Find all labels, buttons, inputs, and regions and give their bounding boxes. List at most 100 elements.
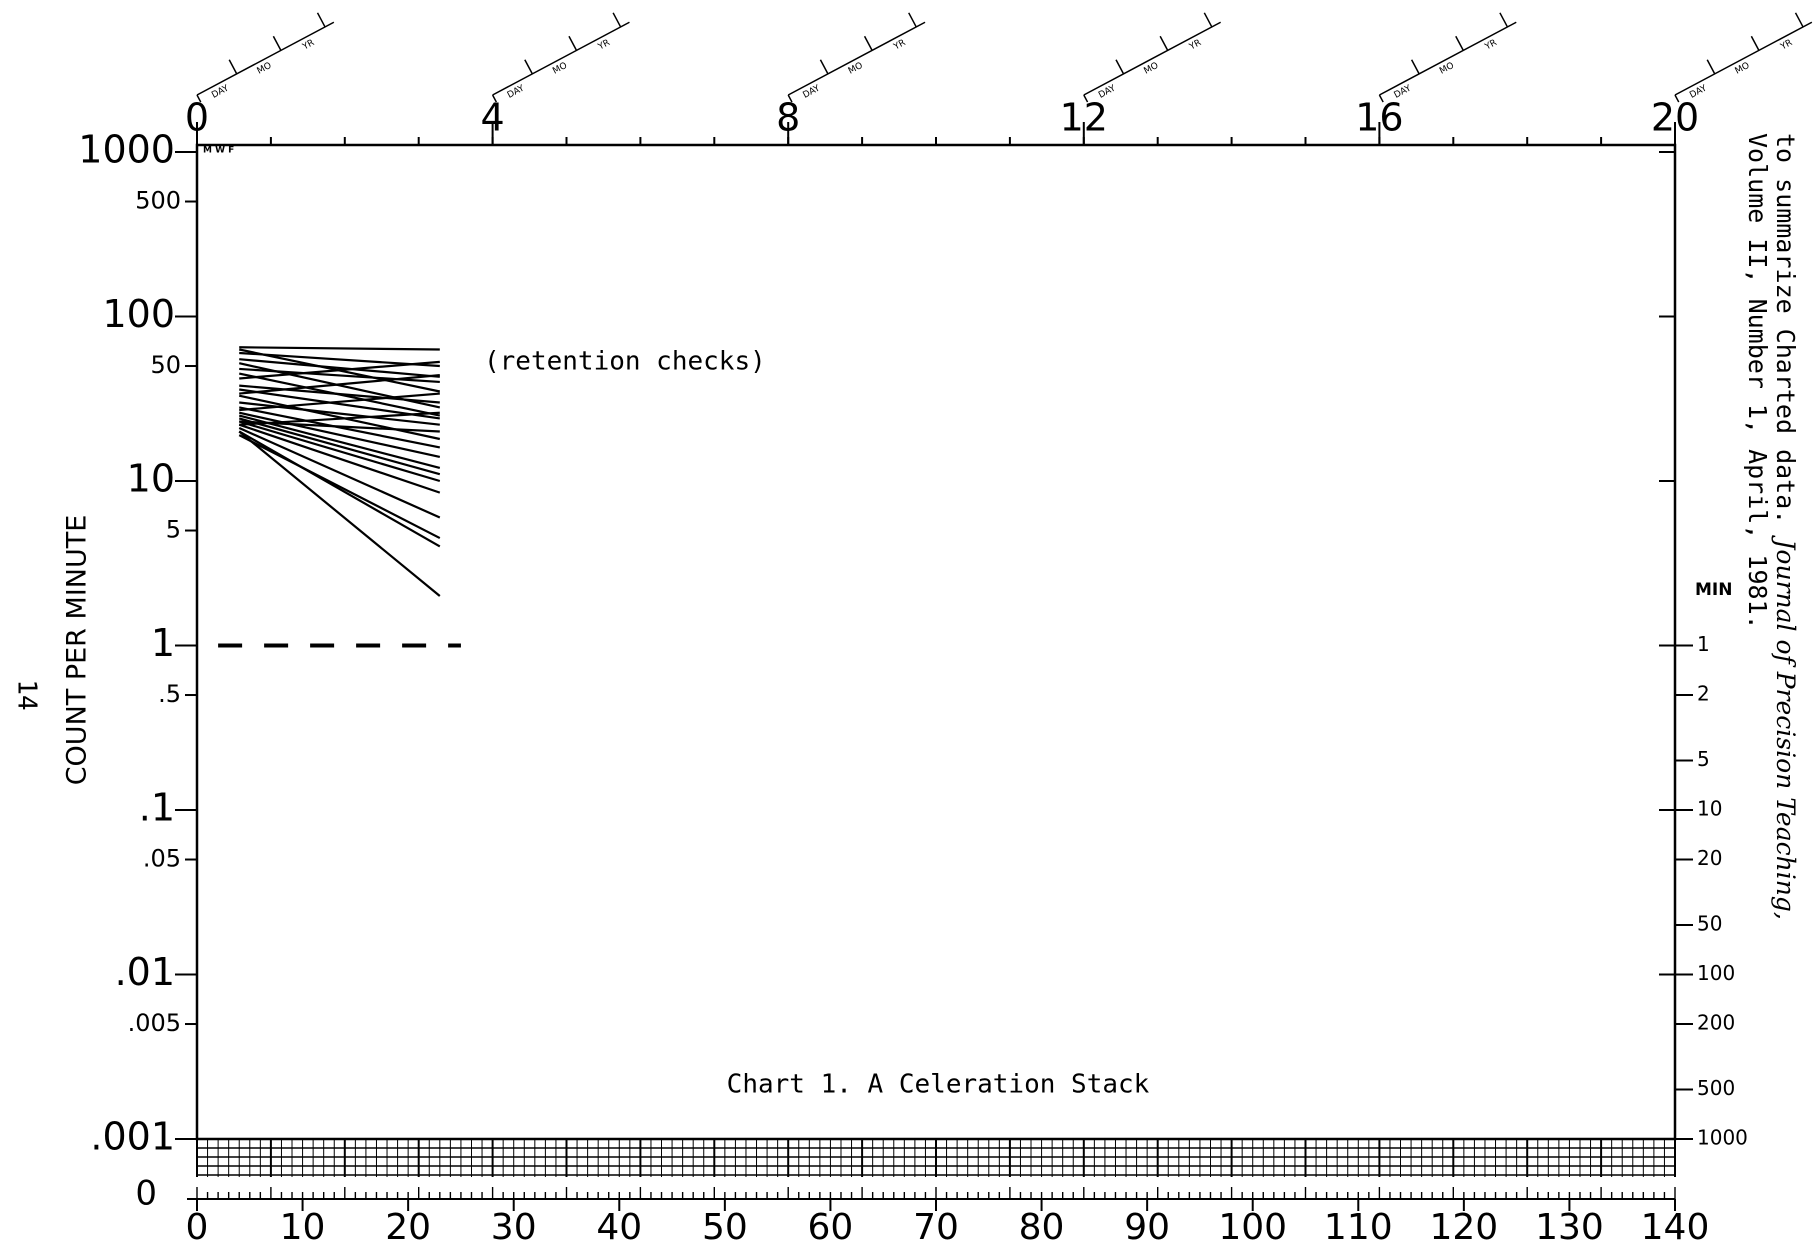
celeration-line: [239, 346, 440, 351]
y-tick-label: .005: [128, 1009, 181, 1037]
y-axis-label: COUNT PER MINUTE: [62, 515, 93, 786]
celeration-line: [238, 430, 441, 548]
celeration-line: [238, 434, 441, 540]
y-tick-label: .5: [158, 680, 181, 708]
citation-text: to summarize Charted data.: [1771, 133, 1800, 539]
x-tick-label: 110: [1324, 1207, 1393, 1248]
celeration-line: [239, 367, 440, 384]
page-number: 14: [12, 679, 42, 710]
y-tick-label: .001: [90, 1115, 175, 1159]
date-line: [272, 35, 282, 51]
y2-tick-label: 5: [1697, 747, 1710, 771]
date-line: [492, 21, 630, 96]
x-tick-label: 30: [491, 1207, 537, 1248]
date-line: [908, 12, 917, 28]
y2-tick-label: 1000: [1697, 1126, 1748, 1150]
date-line: [1159, 35, 1169, 51]
celeration-line: [239, 360, 440, 380]
x2-tick-label: 20: [1651, 96, 1699, 140]
celeration-line: [238, 417, 441, 476]
y-tick-label: 5: [166, 516, 181, 544]
annotation: (retention checks): [484, 347, 766, 377]
celeration-line: [238, 414, 441, 470]
y2-tick-label: 100: [1697, 961, 1735, 985]
x-tick-label: 80: [1019, 1207, 1065, 1248]
y-tick-label: 1000: [78, 128, 175, 172]
x-tick-label: 0: [186, 1207, 209, 1248]
date-line: [524, 59, 533, 75]
x-tick-label: 90: [1124, 1207, 1170, 1248]
y2-tick-label: 1: [1697, 632, 1710, 656]
date-line: [612, 12, 622, 28]
date-line: [819, 59, 829, 75]
x-tick-label: 40: [596, 1207, 642, 1248]
x-tick-label: 50: [702, 1207, 748, 1248]
y-tick-label: 10: [127, 457, 175, 501]
x2-tick-label: 4: [481, 96, 505, 140]
y-tick-label: 1: [151, 621, 175, 665]
x2-tick-label: 8: [776, 96, 800, 140]
date-line: [1083, 94, 1089, 103]
x2-tick-label: 16: [1355, 96, 1403, 140]
celeration-line: [238, 430, 441, 597]
date-line: [228, 59, 238, 75]
celeration-line: [239, 392, 440, 412]
celeration-line: [238, 394, 441, 441]
citation-line: Volume II, Number 1, April, 1981.: [1743, 133, 1772, 630]
zero-label: 0: [135, 1174, 157, 1214]
date-line: [787, 94, 793, 103]
date-line: [196, 94, 202, 103]
y2-tick-label: 50: [1697, 911, 1722, 935]
y2-tick-label: 200: [1697, 1011, 1735, 1035]
date-line: [1203, 12, 1213, 28]
y-tick-label: 500: [135, 187, 181, 215]
y2-tick-label: 10: [1697, 797, 1722, 821]
date-line: [1794, 12, 1804, 28]
y-tick-label: 100: [102, 292, 175, 336]
x-tick-label: 70: [913, 1207, 959, 1248]
date-line: [1410, 59, 1420, 75]
date-line: [1115, 59, 1125, 75]
chart-title: Chart 1. A Celeration Stack: [727, 1070, 1150, 1100]
date-line: [1379, 21, 1517, 96]
y2-tick-label: 500: [1697, 1076, 1735, 1100]
date-line: [1674, 94, 1680, 103]
x-tick-label: 60: [808, 1207, 854, 1248]
x-tick-label: 140: [1641, 1207, 1710, 1248]
celeration-line: [239, 374, 440, 395]
citation-line: to summarize Charted data. Journal of Pr…: [1771, 133, 1801, 920]
celeration-line: [238, 411, 441, 459]
date-line: [1378, 94, 1384, 103]
date-line: [1499, 12, 1509, 28]
x-tick-label: 130: [1535, 1207, 1604, 1248]
y2-tick-label: 20: [1697, 846, 1722, 870]
celeration-line: [239, 384, 440, 404]
date-line: [1674, 21, 1813, 96]
date-line: [1083, 21, 1222, 96]
day-labels: M W F: [203, 146, 234, 156]
x-tick-label: 120: [1429, 1207, 1498, 1248]
y-tick-label: .1: [139, 786, 175, 830]
x-tick-label: 10: [280, 1207, 326, 1248]
celeration-line: [238, 426, 441, 519]
x2-tick-label: 0: [185, 96, 209, 140]
date-line: [1455, 35, 1464, 51]
citation-journal: Journal of Precision Teaching,: [1772, 534, 1801, 919]
date-line: [863, 35, 873, 51]
y-tick-label: 50: [150, 351, 181, 379]
y2-tick-label: 2: [1697, 682, 1710, 706]
celeration-line: [238, 420, 441, 483]
celeration-line: [238, 423, 441, 494]
celeration-line: [239, 420, 440, 433]
date-line: [491, 94, 498, 103]
date-line: [787, 21, 926, 96]
celeration-line: [239, 358, 440, 378]
date-line: [1706, 59, 1716, 75]
x-tick-label: 20: [385, 1207, 431, 1248]
y-tick-label: .01: [115, 950, 175, 994]
y2-axis-label: MIN: [1695, 580, 1732, 600]
x-tick-label: 100: [1218, 1207, 1287, 1248]
date-line: [1750, 35, 1760, 51]
